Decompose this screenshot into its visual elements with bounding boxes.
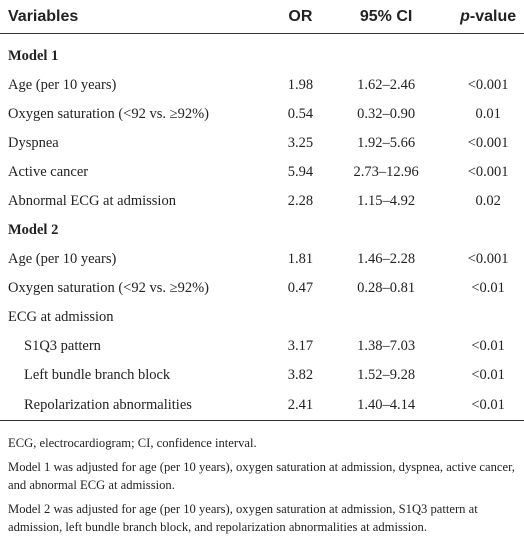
- results-table: Variables OR 95% CI p-value Model 1 Age (per…: [0, 0, 524, 421]
- table-cell: 0.01: [475, 106, 501, 122]
- table-cell: 2.41: [280, 390, 320, 421]
- table-cell: 1.40–4.14: [319, 390, 453, 421]
- table-row: Dyspnea 3.25 1.92–5.66 <0.001: [0, 129, 524, 158]
- table-row: Model 1: [0, 34, 524, 72]
- column-header: 95% CI: [319, 0, 453, 34]
- table-cell: <0.01: [471, 338, 505, 354]
- table-row: Age (per 10 years) 1.98 1.62–2.46 <0.001: [0, 71, 524, 100]
- table-cell: 2.73–12.96: [353, 164, 419, 180]
- table-row: Model 2: [0, 216, 524, 245]
- footnotes: ECG, electrocardiogram; CI, confidence i…: [0, 421, 524, 536]
- table-cell: [281, 303, 320, 332]
- table-cell: <0.01: [471, 280, 505, 296]
- footnote: Model 2 was adjusted for age (per 10 yea…: [8, 502, 478, 534]
- table-cell: ECG at admission: [8, 309, 114, 325]
- table-row: Active cancer 5.94 2.73–12.96 <0.001: [0, 158, 524, 187]
- table-cell: Age (per 10 years): [8, 77, 117, 93]
- table-cell: [452, 303, 524, 332]
- table-row: Repolarization abnormalities 2.41 1.40–4.1…: [0, 390, 524, 421]
- table-cell: 1.46–2.28: [357, 251, 416, 267]
- table-cell: 1.52–9.28: [357, 367, 416, 383]
- table-cell: [320, 216, 452, 245]
- table-row: ECG at admission: [0, 303, 524, 332]
- table-cell: [452, 34, 524, 72]
- table-cell: 1.62–2.46: [357, 77, 416, 93]
- table-cell: 3.82: [287, 367, 314, 383]
- table-cell: [320, 34, 452, 72]
- table-cell: 0.02: [475, 193, 501, 209]
- table-cell: Model 1: [8, 48, 59, 64]
- column-header: p-value: [452, 0, 524, 34]
- table-cell: <0.001: [467, 77, 509, 93]
- table-cell: <0.01: [452, 390, 524, 421]
- table-cell: Age (per 10 years): [8, 251, 117, 267]
- table-row: Oxygen saturation (<92 vs. ≥92%) 0.47 0.28…: [0, 274, 524, 303]
- table-row: Abnormal ECG at admission 2.28 1.15–4.92 0.…: [0, 187, 524, 216]
- table-body: Model 1 Age (per 10 years) 1.98 1.62–2.46 <0…: [0, 34, 524, 421]
- table-cell: 3.17: [287, 338, 314, 354]
- table-cell: 1.92–5.66: [357, 135, 416, 151]
- table-cell: 0.28–0.81: [357, 280, 416, 296]
- table-cell: 0.32–0.90: [357, 106, 416, 122]
- table-cell: Abnormal ECG at admission: [8, 193, 176, 209]
- table-cell: 0.47: [287, 280, 314, 296]
- table-cell: Active cancer: [8, 164, 89, 180]
- table-cell: 1.15–4.92: [357, 193, 416, 209]
- table-cell: [452, 216, 524, 245]
- table-cell: 0.54: [287, 106, 314, 122]
- table-cell: 3.25: [287, 135, 314, 151]
- table-cell: [281, 216, 320, 245]
- footnote: ECG, electrocardiogram; CI, confidence i…: [8, 436, 257, 450]
- table-cell: Oxygen saturation (<92 vs. ≥92%): [8, 280, 209, 296]
- table-cell: 5.94: [287, 164, 314, 180]
- table-cell: Model 2: [8, 222, 59, 238]
- table-cell: <0.001: [467, 135, 509, 151]
- table-row: Oxygen saturation (<92 vs. ≥92%) 0.54 0.32…: [0, 100, 524, 129]
- table-cell: Dyspnea: [8, 135, 59, 151]
- table-cell: [320, 303, 452, 332]
- table-cell: Oxygen saturation (<92 vs. ≥92%): [8, 106, 209, 122]
- table-cell: [281, 34, 320, 72]
- table-cell: 1.81: [287, 251, 314, 267]
- table-cell: Left bundle branch block: [24, 367, 171, 383]
- header-row: Variables OR 95% CI p-value: [0, 0, 524, 34]
- table-cell: 1.38–7.03: [357, 338, 416, 354]
- table-cell: Repolarization abnormalities: [0, 390, 281, 421]
- column-header: Variables: [0, 0, 281, 34]
- footnote: Model 1 was adjusted for age (per 10 yea…: [8, 460, 515, 492]
- table-row: Age (per 10 years) 1.81 1.46–2.28 <0.001: [0, 245, 524, 274]
- table-row: S1Q3 pattern 3.17 1.38–7.03 <0.01: [0, 332, 524, 361]
- table-cell: <0.001: [467, 251, 509, 267]
- table-cell: <0.001: [467, 164, 509, 180]
- table-cell: 1.98: [287, 77, 314, 93]
- column-header: OR: [280, 0, 320, 34]
- table-row: Left bundle branch block 3.82 1.52–9.28 <0.…: [0, 361, 524, 390]
- table-cell: S1Q3 pattern: [24, 338, 101, 354]
- table-cell: 2.28: [287, 193, 314, 209]
- table-cell: <0.01: [471, 367, 505, 383]
